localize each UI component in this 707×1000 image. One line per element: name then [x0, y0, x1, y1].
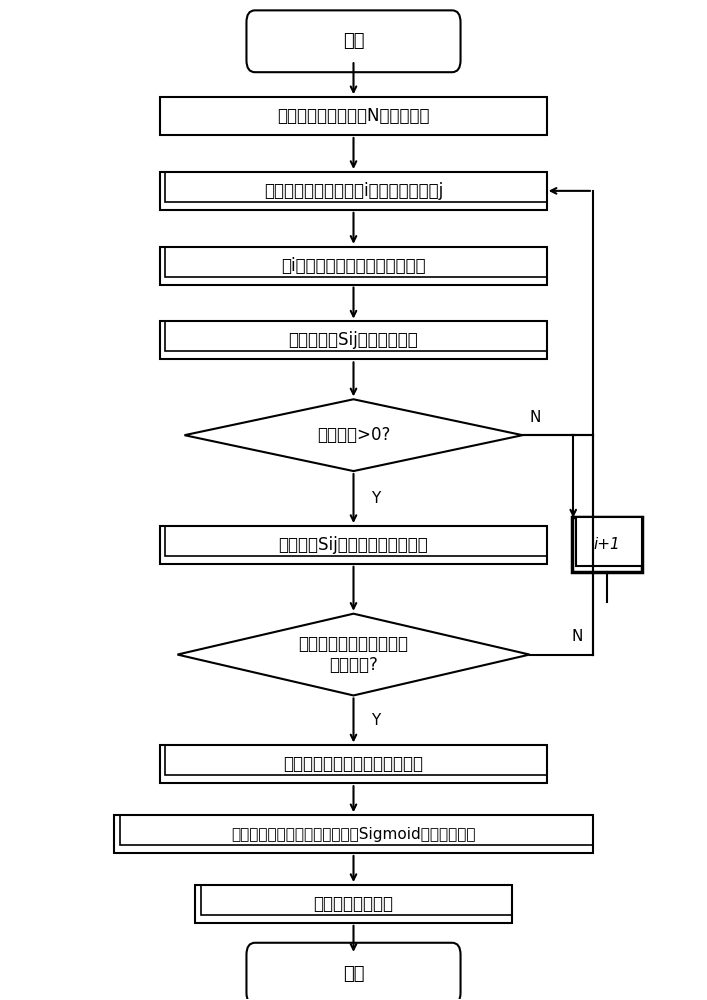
Bar — [160, 745, 547, 783]
Text: 采样标准件无缺陷处N个信号样本: 采样标准件无缺陷处N个信号样本 — [277, 107, 430, 125]
Text: 记录尺度Sij下的模极大值及位置: 记录尺度Sij下的模极大值及位置 — [279, 536, 428, 554]
Text: 稀疏表征鉴别矢量: 稀疏表征鉴别矢量 — [313, 895, 394, 913]
Bar — [160, 97, 547, 135]
Text: 第i个样本各尺度小波域模极大值: 第i个样本各尺度小波域模极大值 — [281, 257, 426, 275]
Text: 所有样本各尺度李氏指数
判断完毕?: 所有样本各尺度李氏指数 判断完毕? — [298, 635, 409, 674]
Bar — [160, 526, 547, 564]
Text: 结束: 结束 — [343, 965, 364, 983]
Text: i+1: i+1 — [594, 537, 621, 552]
Bar — [201, 885, 512, 915]
Bar — [165, 172, 547, 202]
Polygon shape — [177, 614, 530, 695]
Text: N: N — [530, 410, 541, 425]
Bar — [165, 745, 547, 775]
Text: 基于相关熵的自适应观测模型及Sigmoid函数的归一化: 基于相关熵的自适应观测模型及Sigmoid函数的归一化 — [231, 827, 476, 842]
Polygon shape — [185, 399, 522, 471]
Text: 初始化样本训练集编号i、小波基及尺度j: 初始化样本训练集编号i、小波基及尺度j — [264, 182, 443, 200]
Text: 开始: 开始 — [343, 32, 364, 50]
Text: Y: Y — [371, 713, 380, 728]
Bar — [119, 815, 593, 845]
Bar — [160, 172, 547, 210]
Bar — [160, 321, 547, 359]
Bar — [165, 321, 547, 351]
Text: 李氏指数>0?: 李氏指数>0? — [317, 426, 390, 444]
Text: N: N — [572, 629, 583, 644]
Text: 基于非线性支持向量机特征聚类: 基于非线性支持向量机特征聚类 — [284, 755, 423, 773]
FancyBboxPatch shape — [247, 10, 460, 72]
Bar — [165, 526, 547, 556]
Bar — [114, 815, 593, 853]
Bar — [572, 517, 642, 572]
Bar — [160, 247, 547, 285]
Bar — [165, 247, 547, 277]
Bar — [576, 517, 642, 566]
Text: Y: Y — [371, 491, 380, 506]
Text: 计算各尺度Sij下的李氏指数: 计算各尺度Sij下的李氏指数 — [288, 331, 419, 349]
Bar — [195, 885, 512, 923]
FancyBboxPatch shape — [247, 943, 460, 1000]
